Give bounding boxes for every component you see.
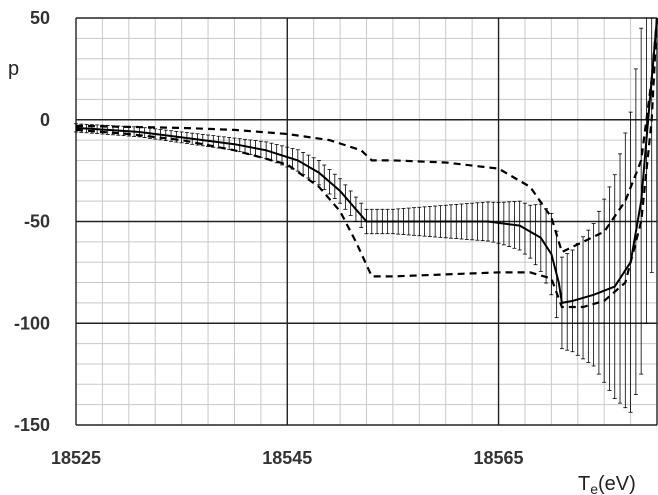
y-axis-label: p <box>8 58 19 80</box>
error-bars <box>74 17 654 413</box>
y-tick-label: 50 <box>30 8 50 28</box>
x-axis-label-main: T <box>578 473 590 495</box>
x-tick-labels: 18525 18545 18565 <box>51 448 524 468</box>
x-tick-label: 18525 <box>51 448 101 468</box>
y-tick-label: -50 <box>24 212 50 232</box>
major-grid <box>75 17 658 426</box>
x-axis-label-unit: (eV) <box>598 473 636 495</box>
y-tick-label: -150 <box>14 415 50 435</box>
series-line-bound-2 <box>75 17 658 309</box>
y-tick-label: 0 <box>40 110 50 130</box>
x-tick-label: 18565 <box>474 448 524 468</box>
error-bar <box>644 17 649 324</box>
y-tick-labels: 50 0 -50 -100 -150 <box>14 8 50 435</box>
x-axis-label-sub: e <box>590 481 598 495</box>
series-line-bound-1 <box>75 17 658 254</box>
series-line-mean <box>75 17 658 305</box>
x-tick-label: 18545 <box>262 448 312 468</box>
x-axis-label: Te(eV) <box>578 473 636 495</box>
series-lines <box>75 17 658 309</box>
error-bar <box>649 17 654 273</box>
y-tick-label: -100 <box>14 313 50 333</box>
